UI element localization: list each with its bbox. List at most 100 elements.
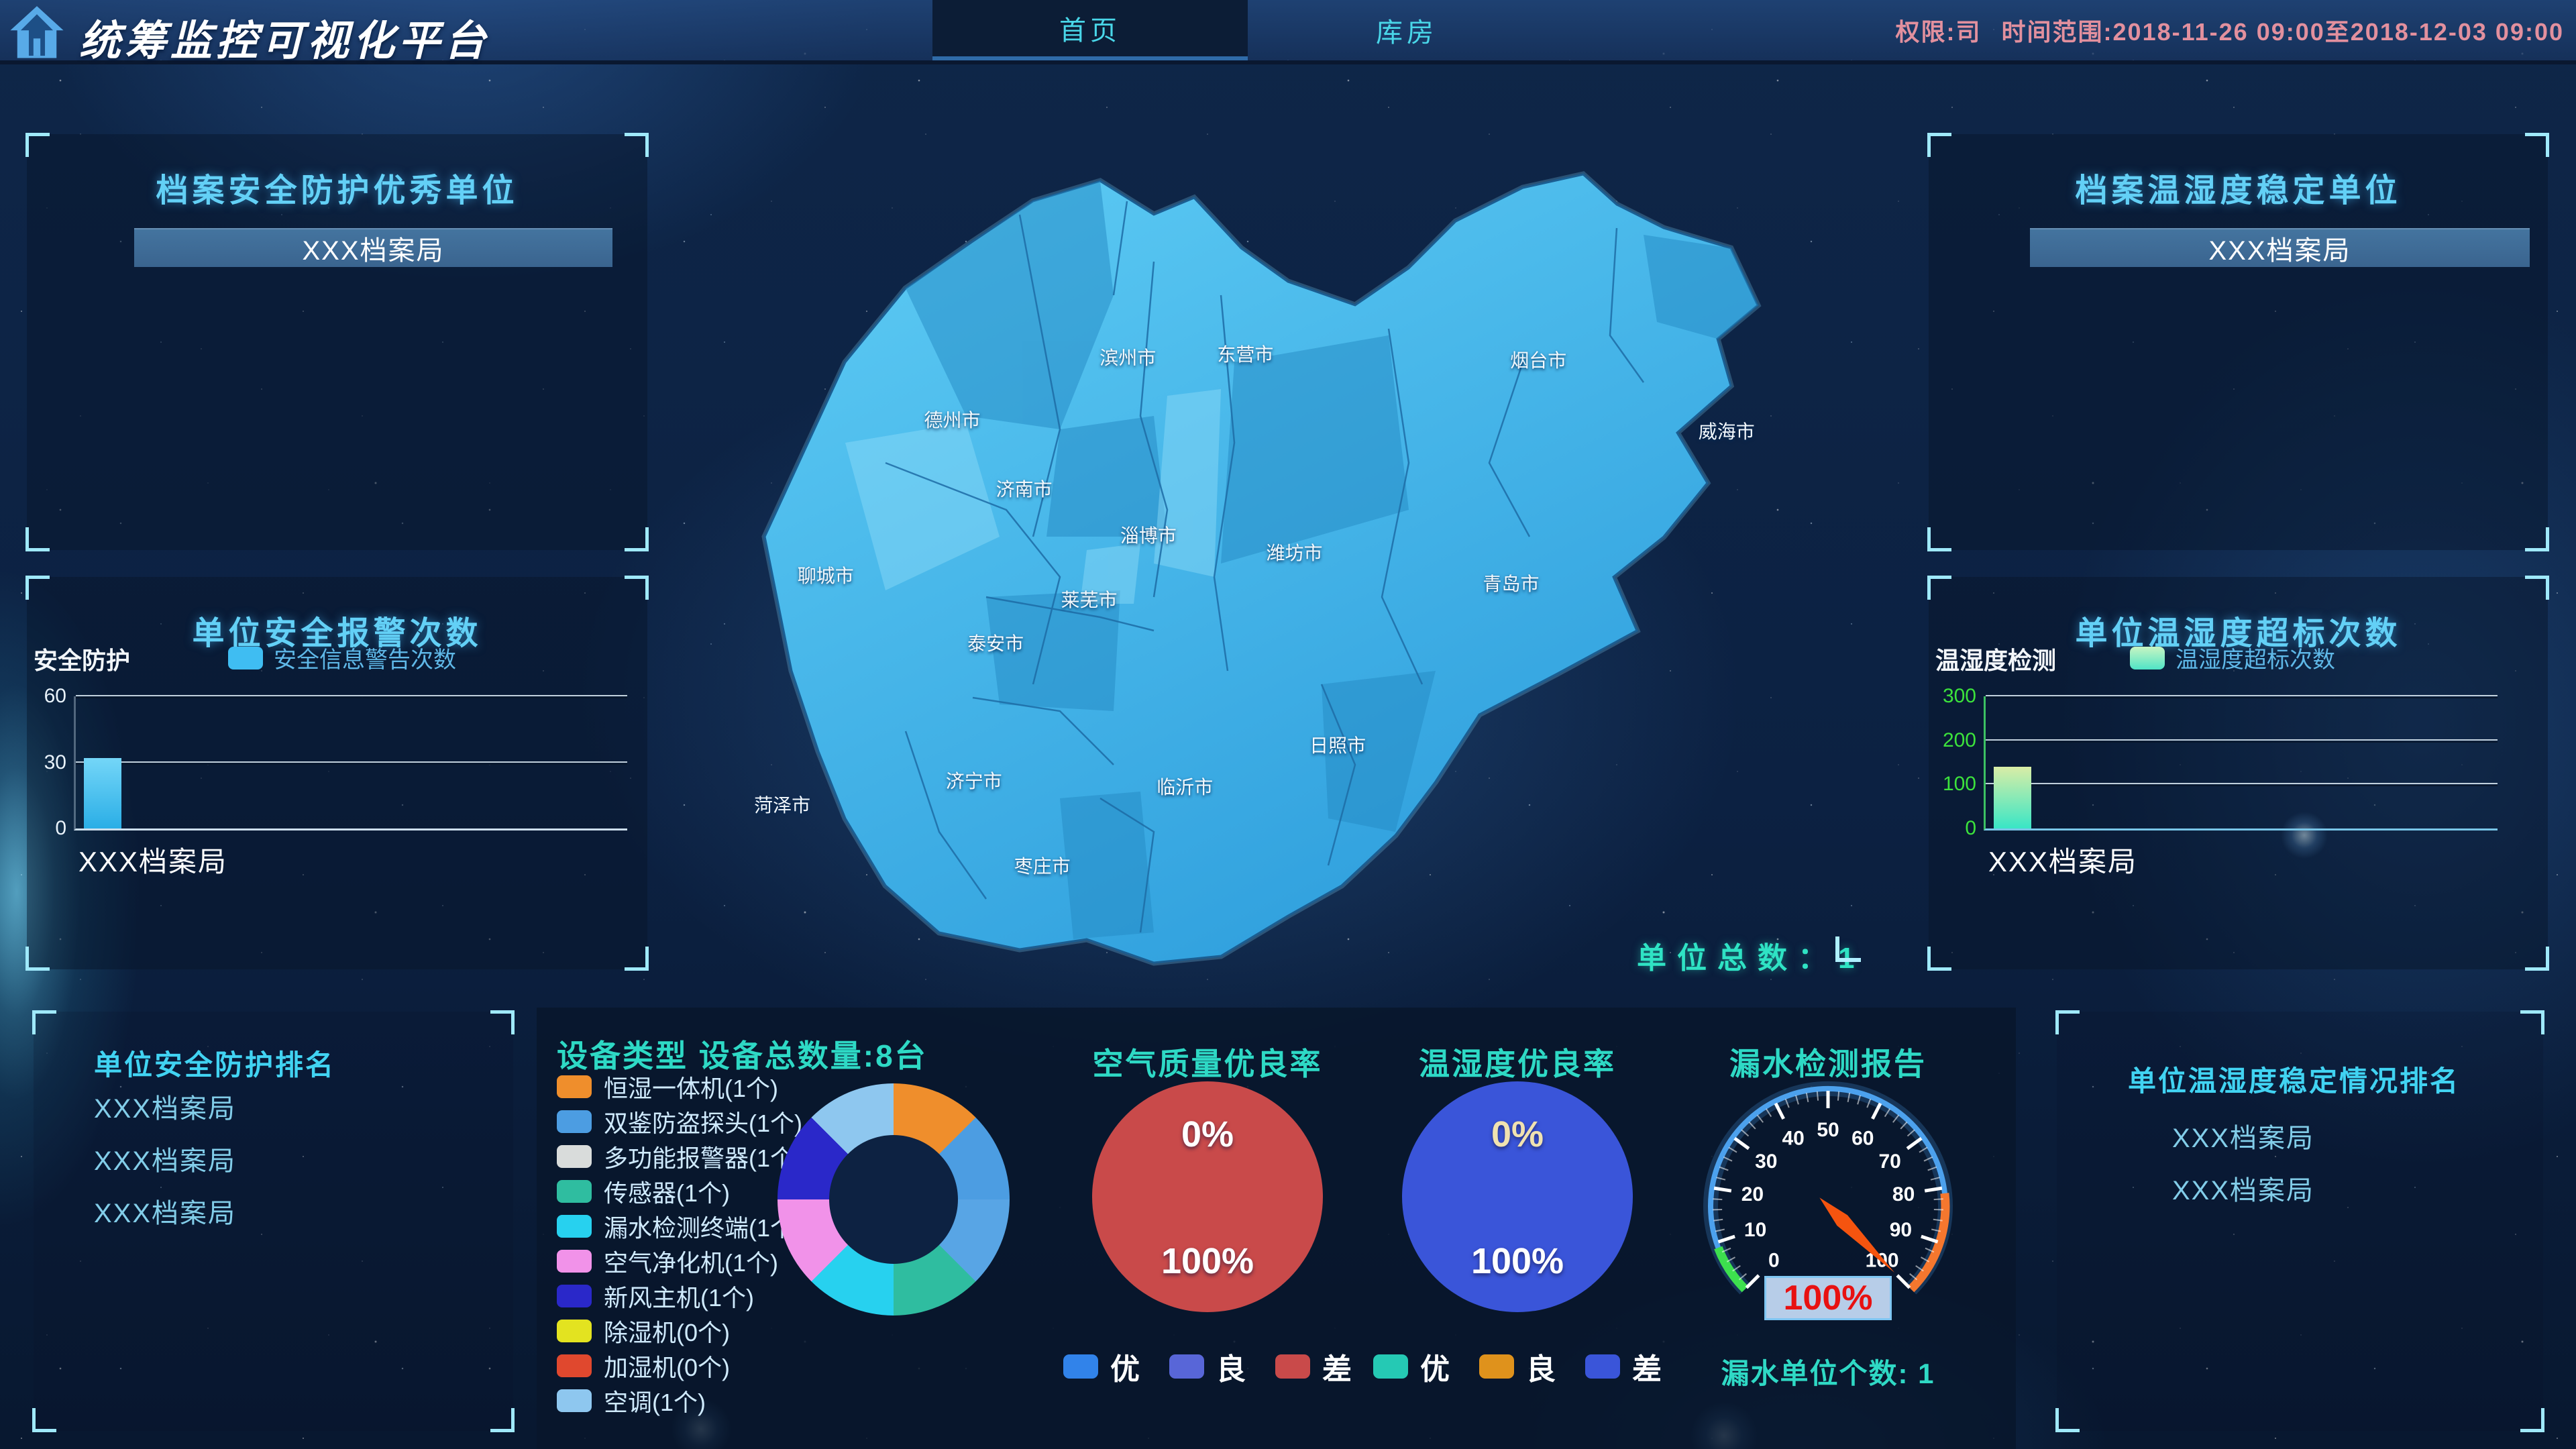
legend-label: 空气净化机(1个) <box>604 1248 778 1277</box>
devices-title: 设备类型 设备总数量:8台 <box>557 1038 928 1073</box>
legend-label: 安全信息警告次数 <box>274 647 456 673</box>
legend-label: 差 <box>1322 1353 1352 1386</box>
total-units-label: 单位总数：1 <box>1637 942 1866 975</box>
map-city-label: 滨州市 <box>1099 347 1157 368</box>
legend-label: 优 <box>1420 1353 1450 1386</box>
legend-label: 良 <box>1526 1353 1556 1386</box>
svg-text:70: 70 <box>1879 1150 1901 1173</box>
map-city-label: 枣庄市 <box>1014 856 1071 877</box>
device-legend-item: 空气净化机(1个) <box>557 1249 802 1277</box>
ranking-item[interactable]: XXX档案局 <box>94 1094 237 1124</box>
humidity-exceed-bar-chart: 0 100 200 300 XXX档案局 <box>1943 685 2498 877</box>
province-map[interactable]: 滨州市 东营市 烟台市 威海市 德州市 济南市 淄博市 潍坊市 青岛市 聊城市 莱芜市 泰安市 日照市济… <box>684 161 1825 966</box>
legend-label: 传感器(1个) <box>604 1179 730 1207</box>
shandong-map-shape[interactable] <box>684 161 1825 966</box>
map-city-label: 济宁市 <box>945 770 1002 792</box>
chart-axis-name: 安全防护 <box>34 647 131 674</box>
app-title: 统筹监控可视化平台 <box>79 18 490 64</box>
legend-swatch <box>557 1319 592 1342</box>
map-city-label: 日照市 <box>1309 735 1366 756</box>
device-legend-item: 双鉴防盗探头(1个) <box>557 1110 802 1137</box>
security-ranking-list: XXX档案局 XXX档案局 XXX档案局 <box>94 1087 236 1230</box>
x-category-label: XXX档案局 <box>1988 846 2138 877</box>
air-quality-title: 空气质量优良率 <box>1092 1046 1323 1081</box>
panel-device-overview: 设备类型 设备总数量:8台 恒湿一体机(1个) 双鉴防盗探头(1个) 多功能报警器(… <box>537 1008 2016 1449</box>
chart-legend: 安全信息警告次数 <box>228 641 456 674</box>
legend-swatch <box>1275 1354 1310 1379</box>
map-city-label: 临沂市 <box>1157 777 1214 798</box>
map-city-label: 青岛市 <box>1483 573 1540 594</box>
device-legend-item: 空调(1个) <box>557 1389 802 1416</box>
ranking-item[interactable]: XXX档案局 <box>94 1199 237 1228</box>
svg-text:50: 50 <box>1817 1119 1839 1141</box>
device-legend-item: 新风主机(1个) <box>557 1284 802 1311</box>
bar-value <box>1994 767 2031 828</box>
tab-home[interactable]: 首页 <box>932 0 1248 60</box>
legend-label: 多功能报警器(1个) <box>604 1144 802 1172</box>
temp-humidity-legend: 优良差 <box>1373 1345 1662 1388</box>
map-city-label: 聊城市 <box>797 565 854 586</box>
legend-swatch <box>557 1284 592 1307</box>
svg-text:10: 10 <box>1744 1219 1766 1241</box>
leak-units-count-label: 漏水单位个数: 1 <box>1721 1358 1935 1389</box>
pie-legend-item: 良 <box>1479 1345 1556 1388</box>
home-logo-icon[interactable] <box>8 3 66 60</box>
legend-swatch <box>557 1075 592 1098</box>
ranking-item[interactable]: XXX档案局 <box>94 1146 237 1176</box>
unit-item-security[interactable]: XXX档案局 <box>134 228 612 267</box>
panel-security-alarm-chart: 单位安全报警次数 安全防护 安全信息警告次数 0 30 60 XXX档案局 <box>25 576 649 971</box>
air-quality-legend: 优良差 <box>1063 1345 1352 1388</box>
legend-swatch <box>557 1249 592 1273</box>
svg-text:40: 40 <box>1782 1127 1805 1149</box>
map-labels: 滨州市 东营市 烟台市 威海市 德州市 济南市 淄博市 潍坊市 青岛市 聊城市 莱芜市 泰安市 日照市济… <box>684 161 1825 966</box>
legend-label: 加湿机(0个) <box>604 1353 730 1381</box>
panel-humidity-exceed-chart: 单位温湿度超标次数 温湿度检测 温湿度超标次数 0 100 200 300 XXX档案局 <box>1927 576 2549 971</box>
device-legend-item: 多功能报警器(1个) <box>557 1144 802 1172</box>
legend-label: 良 <box>1216 1353 1246 1386</box>
humidity-ranking-list: XXX档案局 XXX档案局 <box>2172 1116 2314 1208</box>
panel-security-ranking: 单位安全防护排名 XXX档案局 XXX档案局 XXX档案局 <box>32 1010 515 1432</box>
map-city-label: 威海市 <box>1698 421 1755 442</box>
th-pie-label-bottom: 100% <box>1470 1241 1564 1282</box>
device-legend-item: 传感器(1个) <box>557 1179 802 1207</box>
svg-text:80: 80 <box>1892 1183 1915 1205</box>
device-type-donut-chart <box>777 1083 1010 1316</box>
map-city-label: 济南市 <box>996 479 1053 500</box>
chart-legend: 温湿度超标次数 <box>2130 641 2335 674</box>
svg-text:60: 60 <box>1851 1127 1874 1149</box>
temp-humidity-pie-chart: 0% 100% <box>1402 1081 1633 1312</box>
legend-swatch <box>557 1110 592 1133</box>
device-legend-item: 恒湿一体机(1个) <box>557 1075 802 1102</box>
map-city-label: 淄博市 <box>1120 525 1177 546</box>
legend-swatch <box>557 1214 592 1238</box>
ranking-item[interactable]: XXX档案局 <box>2172 1176 2315 1205</box>
pie-legend-item: 差 <box>1275 1345 1352 1388</box>
unit-item-humidity[interactable]: XXX档案局 <box>2030 228 2530 267</box>
bar-value <box>84 757 121 828</box>
map-city-label: 潍坊市 <box>1266 543 1323 564</box>
time-range-label: 时间范围:2018-11-26 09:00至2018-12-03 09:00 <box>2001 18 2564 46</box>
header-meta: 权限:司 时间范围:2018-11-26 09:00至2018-12-03 09… <box>1896 0 2564 60</box>
leak-gauge-value-badge: 100% <box>1764 1276 1892 1320</box>
pie-legend-item: 差 <box>1585 1345 1662 1388</box>
svg-text:90: 90 <box>1890 1219 1912 1241</box>
air-quality-pie-chart: 0% 100% <box>1092 1081 1323 1312</box>
ranking-item[interactable]: XXX档案局 <box>2172 1124 2315 1153</box>
svg-text:20: 20 <box>1741 1183 1764 1205</box>
pie-legend-item: 优 <box>1373 1345 1450 1388</box>
legend-swatch <box>228 646 263 669</box>
device-legend-item: 加湿机(0个) <box>557 1354 802 1381</box>
panel-title: 单位安全报警次数 <box>192 616 482 651</box>
map-city-label: 泰安市 <box>967 633 1024 654</box>
legend-swatch <box>557 1389 592 1412</box>
legend-label: 空调(1个) <box>604 1388 706 1416</box>
legend-label: 新风主机(1个) <box>604 1283 754 1311</box>
legend-label: 双鉴防盗探头(1个) <box>604 1109 802 1137</box>
legend-label: 差 <box>1632 1353 1662 1386</box>
device-legend-item: 漏水检测终端(1个) <box>557 1214 802 1242</box>
legend-label: 优 <box>1110 1353 1140 1386</box>
tab-storage[interactable]: 库房 <box>1376 18 1438 48</box>
legend-swatch <box>1169 1354 1204 1379</box>
legend-label: 恒湿一体机(1个) <box>604 1074 778 1102</box>
